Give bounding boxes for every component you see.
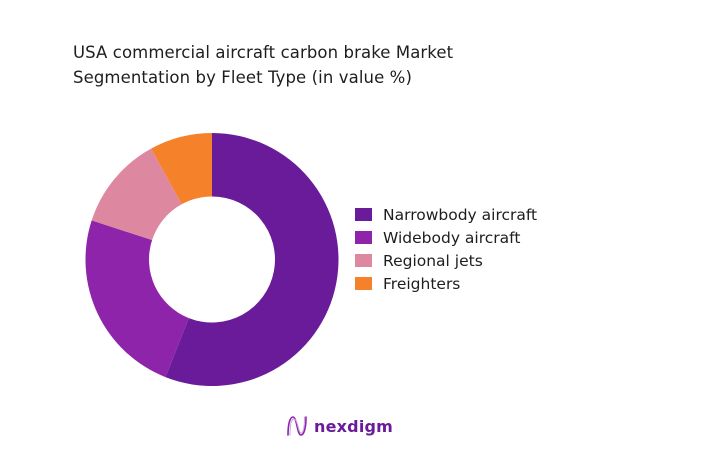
chart-title-line-2: Segmentation by Fleet Type (in value %) bbox=[73, 68, 412, 87]
legend-label-regional-jets: Regional jets bbox=[383, 251, 483, 270]
legend-swatch-narrowbody bbox=[355, 208, 372, 221]
legend-item-freighters: Freighters bbox=[355, 272, 537, 295]
chart-title-line-1: USA commercial aircraft carbon brake Mar… bbox=[73, 43, 454, 62]
donut-slice-narrowbody bbox=[165, 133, 339, 386]
legend-label-widebody: Widebody aircraft bbox=[383, 228, 521, 247]
legend-label-narrowbody: Narrowbody aircraft bbox=[383, 205, 538, 224]
legend-item-widebody: Widebody aircraft bbox=[355, 226, 537, 249]
chart-legend: Narrowbody aircraft Widebody aircraft Re… bbox=[355, 203, 537, 295]
legend-swatch-regional-jets bbox=[355, 254, 372, 267]
donut-slice-freighters bbox=[151, 133, 212, 205]
legend-item-regional-jets: Regional jets bbox=[355, 249, 537, 272]
legend-item-narrowbody: Narrowbody aircraft bbox=[355, 203, 537, 226]
legend-swatch-freighters bbox=[355, 277, 372, 290]
legend-label-freighters: Freighters bbox=[383, 274, 461, 293]
donut-slice-regional-jets bbox=[91, 148, 182, 241]
nexdigm-wave-logo-icon bbox=[287, 416, 307, 436]
donut-slice-widebody bbox=[85, 220, 189, 378]
legend-swatch-widebody bbox=[355, 231, 372, 244]
nexdigm-logo-text: nexdigm bbox=[314, 416, 394, 436]
nexdigm-logo: nexdigm bbox=[286, 414, 393, 438]
chart-title: USA commercial aircraft carbon brake Mar… bbox=[73, 40, 453, 90]
